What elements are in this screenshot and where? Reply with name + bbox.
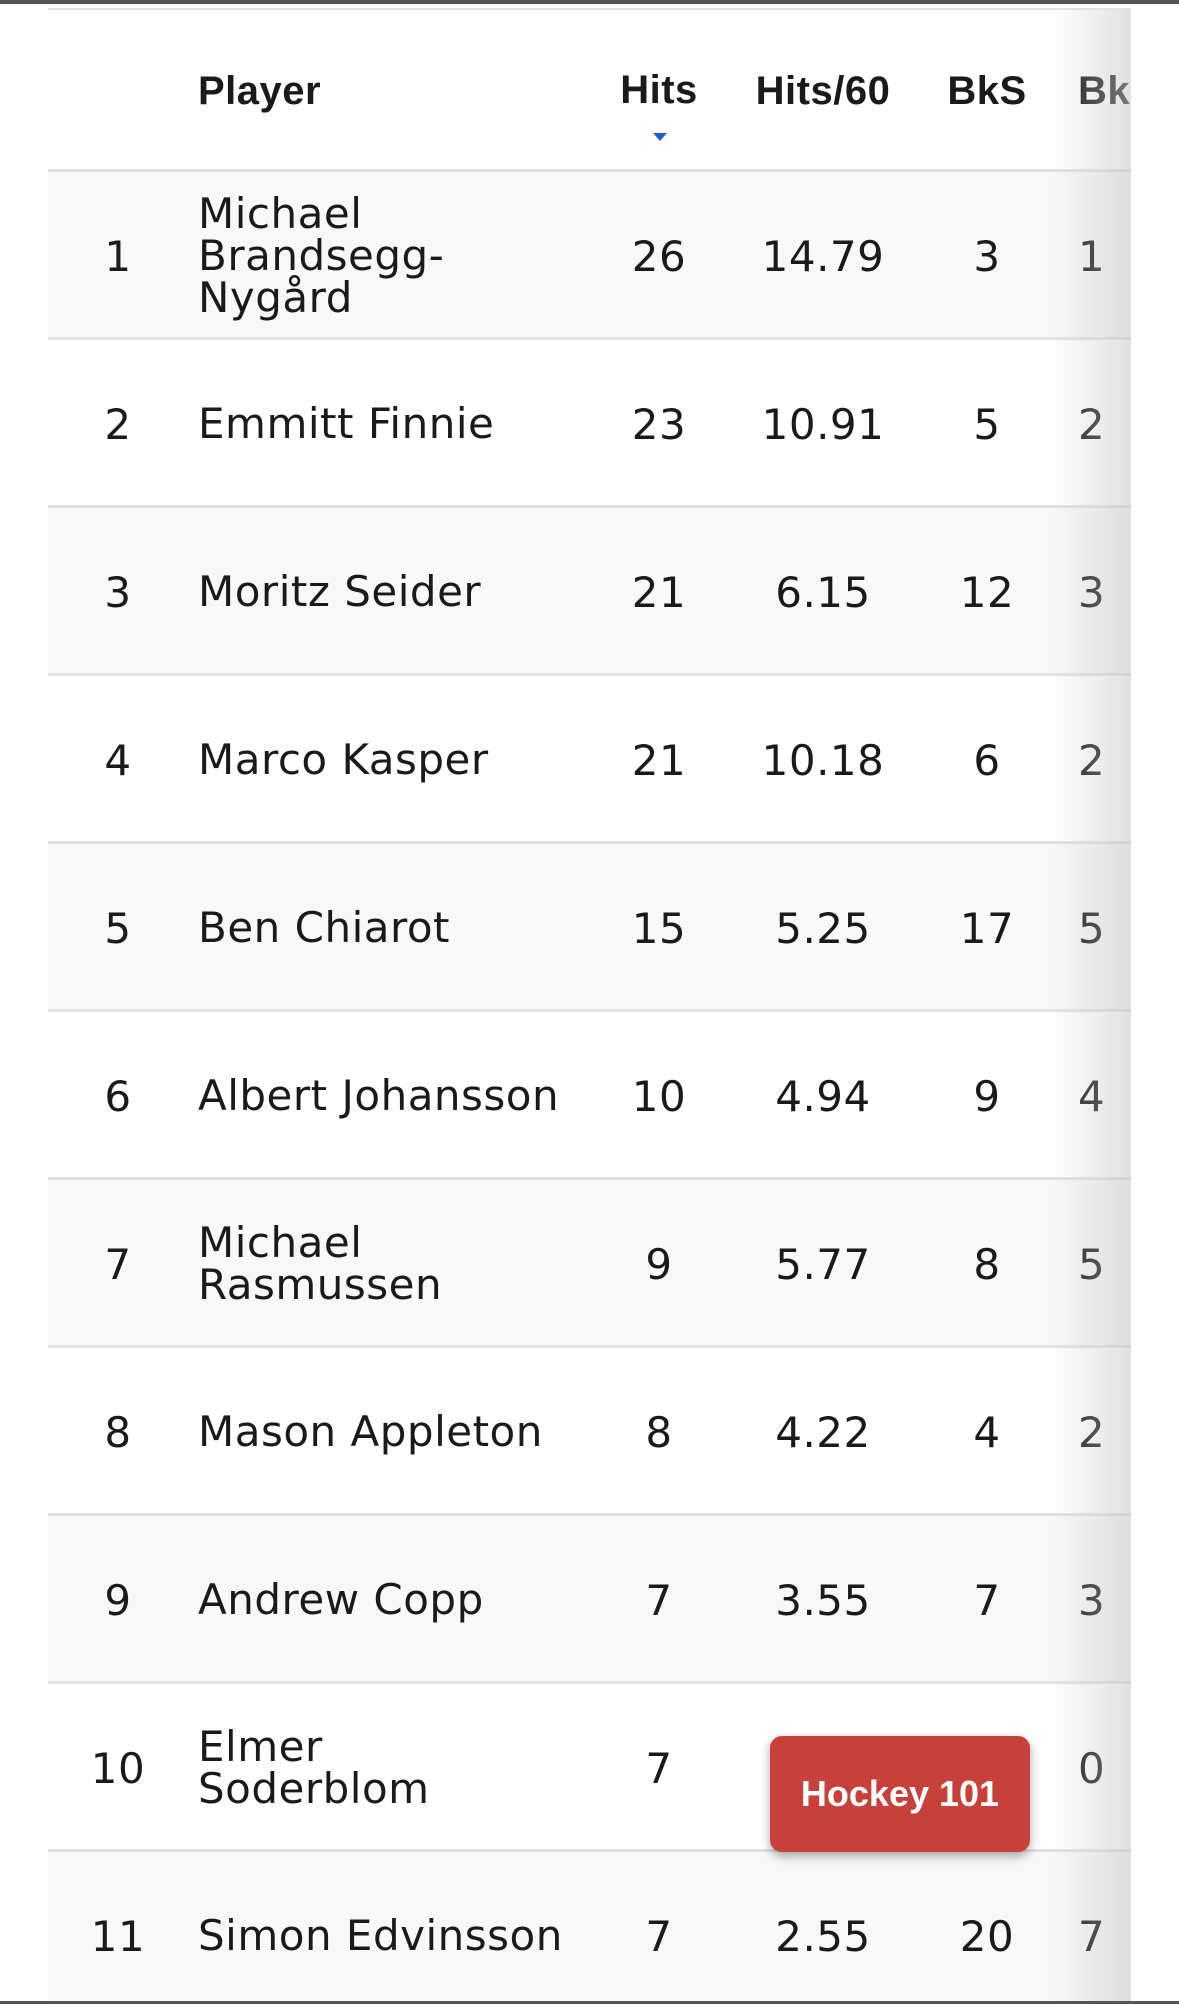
sort-descending-icon [653,133,667,141]
player-name-cell[interactable]: Michael Rasmussen [198,1218,443,1309]
bottom-edge [0,2001,1179,2004]
rank-cell: 4 [104,735,132,785]
hits-cell: 26 [631,231,687,281]
hits-per-60-cell: 14.79 [761,231,885,281]
hits-cell: 7 [645,1743,673,1793]
row-divider [48,841,1131,844]
player-name-cell[interactable]: Ben Chiarot [198,903,450,952]
hits-per-60-cell: 6.15 [775,567,871,617]
table-row[interactable]: 9 Andrew Copp 7 3.55 7 3 [48,1516,1131,1684]
bk-cell: 0 [1078,1743,1106,1793]
hits-cell: 9 [645,1239,673,1289]
rank-cell: 5 [104,903,132,953]
table-row[interactable]: 4 Marco Kasper 21 10.18 6 2 [48,676,1131,844]
bk-cell: 2 [1078,399,1106,449]
player-name-cell[interactable]: Elmer Soderblom [198,1722,430,1813]
bks-cell: 4 [973,1407,1001,1457]
bks-cell: 20 [959,1911,1015,1961]
hits-per-60-cell: 5.77 [775,1239,871,1289]
row-divider [48,169,1131,172]
top-edge [0,0,1179,4]
row-divider [48,673,1131,676]
table-row[interactable]: 1 Michael Brandsegg-Nygård 26 14.79 3 1 [48,172,1131,340]
player-name-cell[interactable]: Andrew Copp [198,1575,484,1624]
bk-cell: 4 [1078,1071,1106,1121]
row-divider [48,1849,1131,1852]
hits-cell: 23 [631,399,687,449]
hits-cell: 21 [631,735,687,785]
row-divider [48,1681,1131,1684]
column-header-hits-per-60[interactable]: Hits/60 [755,68,891,113]
table-row[interactable]: 2 Emmitt Finnie 23 10.91 5 2 [48,340,1131,508]
player-name-cell[interactable]: Michael Brandsegg-Nygård [198,189,445,322]
bks-cell: 8 [973,1239,1001,1289]
hits-per-60-cell: 10.91 [761,399,885,449]
column-header-bks[interactable]: BkS [947,68,1027,113]
player-name-cell[interactable]: Simon Edvinsson [198,1911,563,1960]
row-divider [48,1513,1131,1516]
hits-cell: 10 [631,1071,687,1121]
table-row[interactable]: 8 Mason Appleton 8 4.22 4 2 [48,1348,1131,1516]
hits-per-60-cell: 2.55 [775,1911,871,1961]
rank-cell: 10 [90,1743,146,1793]
bk-cell: 7 [1078,1911,1106,1961]
bk-cell: 5 [1078,1239,1106,1289]
bk-cell: 1 [1078,231,1106,281]
hits-cell: 7 [645,1911,673,1961]
row-divider [48,505,1131,508]
player-name-cell[interactable]: Emmitt Finnie [198,399,495,448]
table-row[interactable]: 11 Simon Edvinsson 7 2.55 20 7 [48,1852,1131,2004]
player-name-cell[interactable]: Marco Kasper [198,735,489,784]
hits-per-60-cell: 5.25 [775,903,871,953]
bks-cell: 3 [973,231,1001,281]
hits-per-60-cell: 4.22 [775,1407,871,1457]
row-divider [48,1009,1131,1012]
rank-cell: 2 [104,399,132,449]
hits-per-60-cell: 10.18 [761,735,885,785]
bks-cell: 5 [973,399,1001,449]
bk-cell: 2 [1078,735,1106,785]
column-header-player[interactable]: Player [198,69,322,113]
hockey-101-button[interactable]: Hockey 101 [770,1736,1030,1852]
table-header: Player Hits Hits/60 BkS Bk [48,10,1131,172]
bks-cell: 6 [973,735,1001,785]
stats-table[interactable]: Player Hits Hits/60 BkS Bk 1 Michael Bran… [48,10,1131,2004]
row-divider [48,1345,1131,1348]
table-row[interactable]: 5 Ben Chiarot 15 5.25 17 5 [48,844,1131,1012]
hits-cell: 21 [631,567,687,617]
bks-cell: 9 [973,1071,1001,1121]
player-name-cell[interactable]: Mason Appleton [198,1407,543,1456]
bks-cell: 7 [973,1575,1001,1625]
hits-per-60-cell: 3.55 [775,1575,871,1625]
column-header-hits[interactable]: Hits [620,68,698,112]
bk-cell: 2 [1078,1407,1106,1457]
row-divider [48,337,1131,340]
bks-cell: 17 [959,903,1015,953]
column-header-rank [48,10,188,172]
rank-cell: 9 [104,1575,132,1625]
rank-cell: 3 [104,567,132,617]
player-name-cell[interactable]: Moritz Seider [198,567,482,616]
rank-cell: 7 [104,1239,132,1289]
bk-cell: 3 [1078,567,1106,617]
bk-cell: 5 [1078,903,1106,953]
player-name-cell[interactable]: Albert Johansson [198,1071,560,1120]
rank-cell: 11 [90,1911,146,1961]
hits-per-60-cell: 4.94 [775,1071,871,1121]
hits-cell: 7 [645,1575,673,1625]
rank-cell: 1 [104,231,132,281]
table-row[interactable]: 6 Albert Johansson 10 4.94 9 4 [48,1012,1131,1180]
bks-cell: 12 [959,567,1015,617]
table-row[interactable]: 3 Moritz Seider 21 6.15 12 3 [48,508,1131,676]
column-header-bk[interactable]: Bk [1078,68,1131,113]
bk-cell: 3 [1078,1575,1106,1625]
rank-cell: 8 [104,1407,132,1457]
table-row[interactable]: 7 Michael Rasmussen 9 5.77 8 5 [48,1180,1131,1348]
top-border [48,8,1131,10]
rank-cell: 6 [104,1071,132,1121]
hits-cell: 15 [631,903,687,953]
row-divider [48,1177,1131,1180]
hits-cell: 8 [645,1407,673,1457]
